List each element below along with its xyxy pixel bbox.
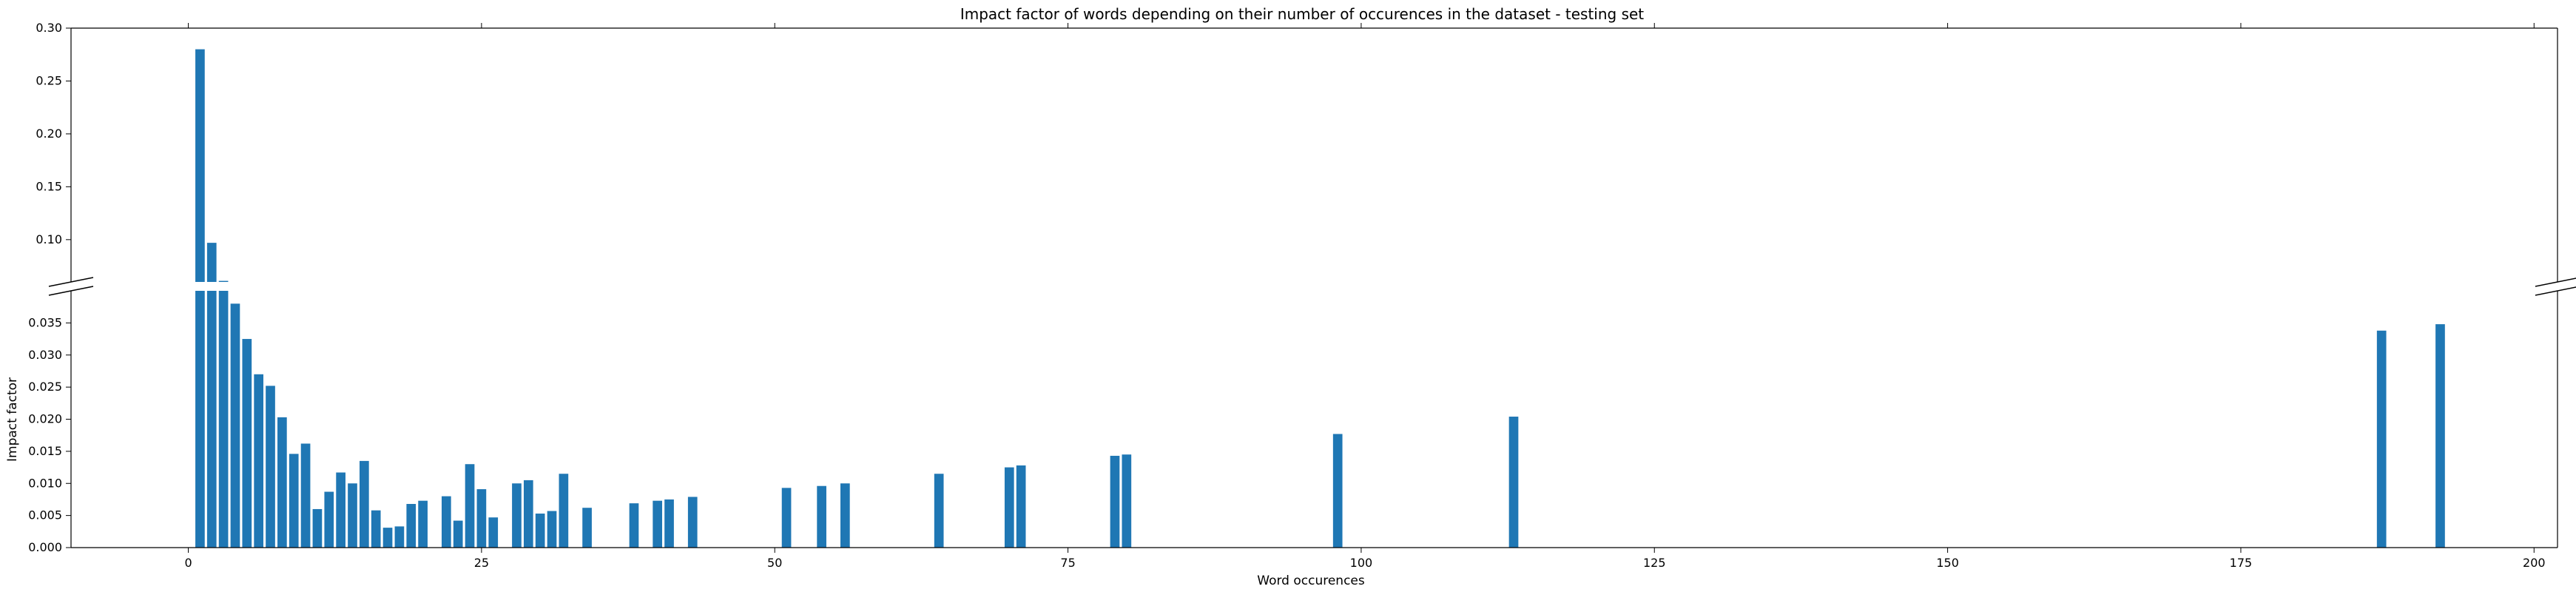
upper-y-tick-label: 0.25: [36, 73, 62, 87]
bar: [512, 483, 522, 548]
bar: [523, 480, 533, 548]
upper-y-tick-label: 0.10: [36, 232, 62, 246]
y-axis-label: Impact factor: [5, 377, 20, 462]
bar: [394, 526, 405, 548]
axis-break-mark: [2535, 278, 2576, 287]
upper-bars: [195, 49, 229, 282]
bar: [218, 280, 229, 282]
bar: [254, 374, 264, 548]
chart-title: Impact factor of words depending on thei…: [960, 5, 1644, 23]
bar: [371, 510, 381, 548]
upper-y-tick-label: 0.15: [36, 179, 62, 193]
bar: [2435, 324, 2445, 548]
bar: [559, 474, 569, 548]
x-tick-label: 150: [1936, 556, 1959, 570]
x-axis-ticks: 0 25 50 75 100 125 150 175 200: [184, 23, 2546, 570]
upper-y-tick-label: 0.20: [36, 127, 62, 141]
bar: [1004, 467, 1014, 548]
bar: [266, 386, 275, 548]
bar: [781, 488, 792, 548]
x-tick-label: 200: [2523, 556, 2546, 570]
axis-break-mark: [48, 277, 94, 287]
lower-y-tick-label: 0.030: [28, 348, 62, 362]
upper-y-tick-label: 0.30: [36, 21, 62, 35]
bar: [195, 291, 205, 548]
bar: [312, 508, 323, 548]
bar: [1508, 417, 1519, 548]
bar: [324, 491, 334, 548]
bar: [582, 508, 592, 548]
bar: [664, 499, 674, 548]
bar: [1110, 455, 1120, 548]
bar: [406, 504, 417, 548]
bar: [653, 500, 663, 548]
bar: [547, 511, 557, 548]
bar: [476, 489, 487, 548]
bar: [195, 49, 205, 282]
lower-y-tick-label: 0.025: [28, 380, 62, 394]
bar: [2376, 330, 2387, 548]
lower-y-tick-label: 0.035: [28, 315, 62, 329]
bar: [629, 503, 639, 548]
bar: [206, 291, 217, 548]
x-tick-label: 50: [767, 556, 782, 570]
bar: [360, 460, 369, 548]
bar: [535, 514, 545, 548]
bar: [488, 517, 499, 548]
lower-panel: 0.000 0.005 0.010 0.015 0.020 0.025 0.030 0.035: [28, 286, 2576, 554]
bar: [1332, 434, 1343, 548]
bar: [465, 464, 475, 548]
bar: [348, 483, 357, 548]
x-tick-label: 25: [474, 556, 489, 570]
axis-break-mark: [48, 286, 94, 296]
bar: [687, 497, 698, 548]
bar: [453, 520, 463, 548]
lower-y-tick-label: 0.010: [28, 476, 62, 490]
bar: [1016, 465, 1026, 548]
bar: [230, 303, 240, 548]
x-tick-label: 0: [184, 556, 192, 570]
bar: [441, 496, 451, 548]
bar: [1122, 454, 1132, 548]
x-axis-label: Word occurences: [1257, 574, 1365, 588]
bar: [300, 443, 311, 548]
bar: [206, 243, 217, 282]
bar: [289, 454, 299, 548]
lower-bars: [195, 291, 2445, 548]
lower-y-tick-label: 0.015: [28, 444, 62, 458]
lower-y-tick-label: 0.005: [28, 508, 62, 522]
bar: [934, 474, 944, 548]
x-tick-label: 125: [1643, 556, 1666, 570]
bar: [336, 472, 345, 548]
bar: [242, 339, 252, 548]
bar: [218, 291, 229, 548]
lower-y-tick-label: 0.000: [28, 540, 62, 554]
upper-panel: 0.10 0.15 0.20 0.25 0.30: [36, 21, 2576, 287]
bar: [817, 485, 826, 548]
bar: [840, 483, 850, 548]
bar: [418, 500, 428, 548]
x-tick-label: 175: [2230, 556, 2253, 570]
x-tick-label: 100: [1350, 556, 1373, 570]
axis-break-mark: [2535, 286, 2576, 296]
x-tick-label: 75: [1060, 556, 1075, 570]
bar: [382, 528, 393, 548]
lower-y-tick-label: 0.020: [28, 412, 62, 426]
bar: [277, 417, 287, 548]
